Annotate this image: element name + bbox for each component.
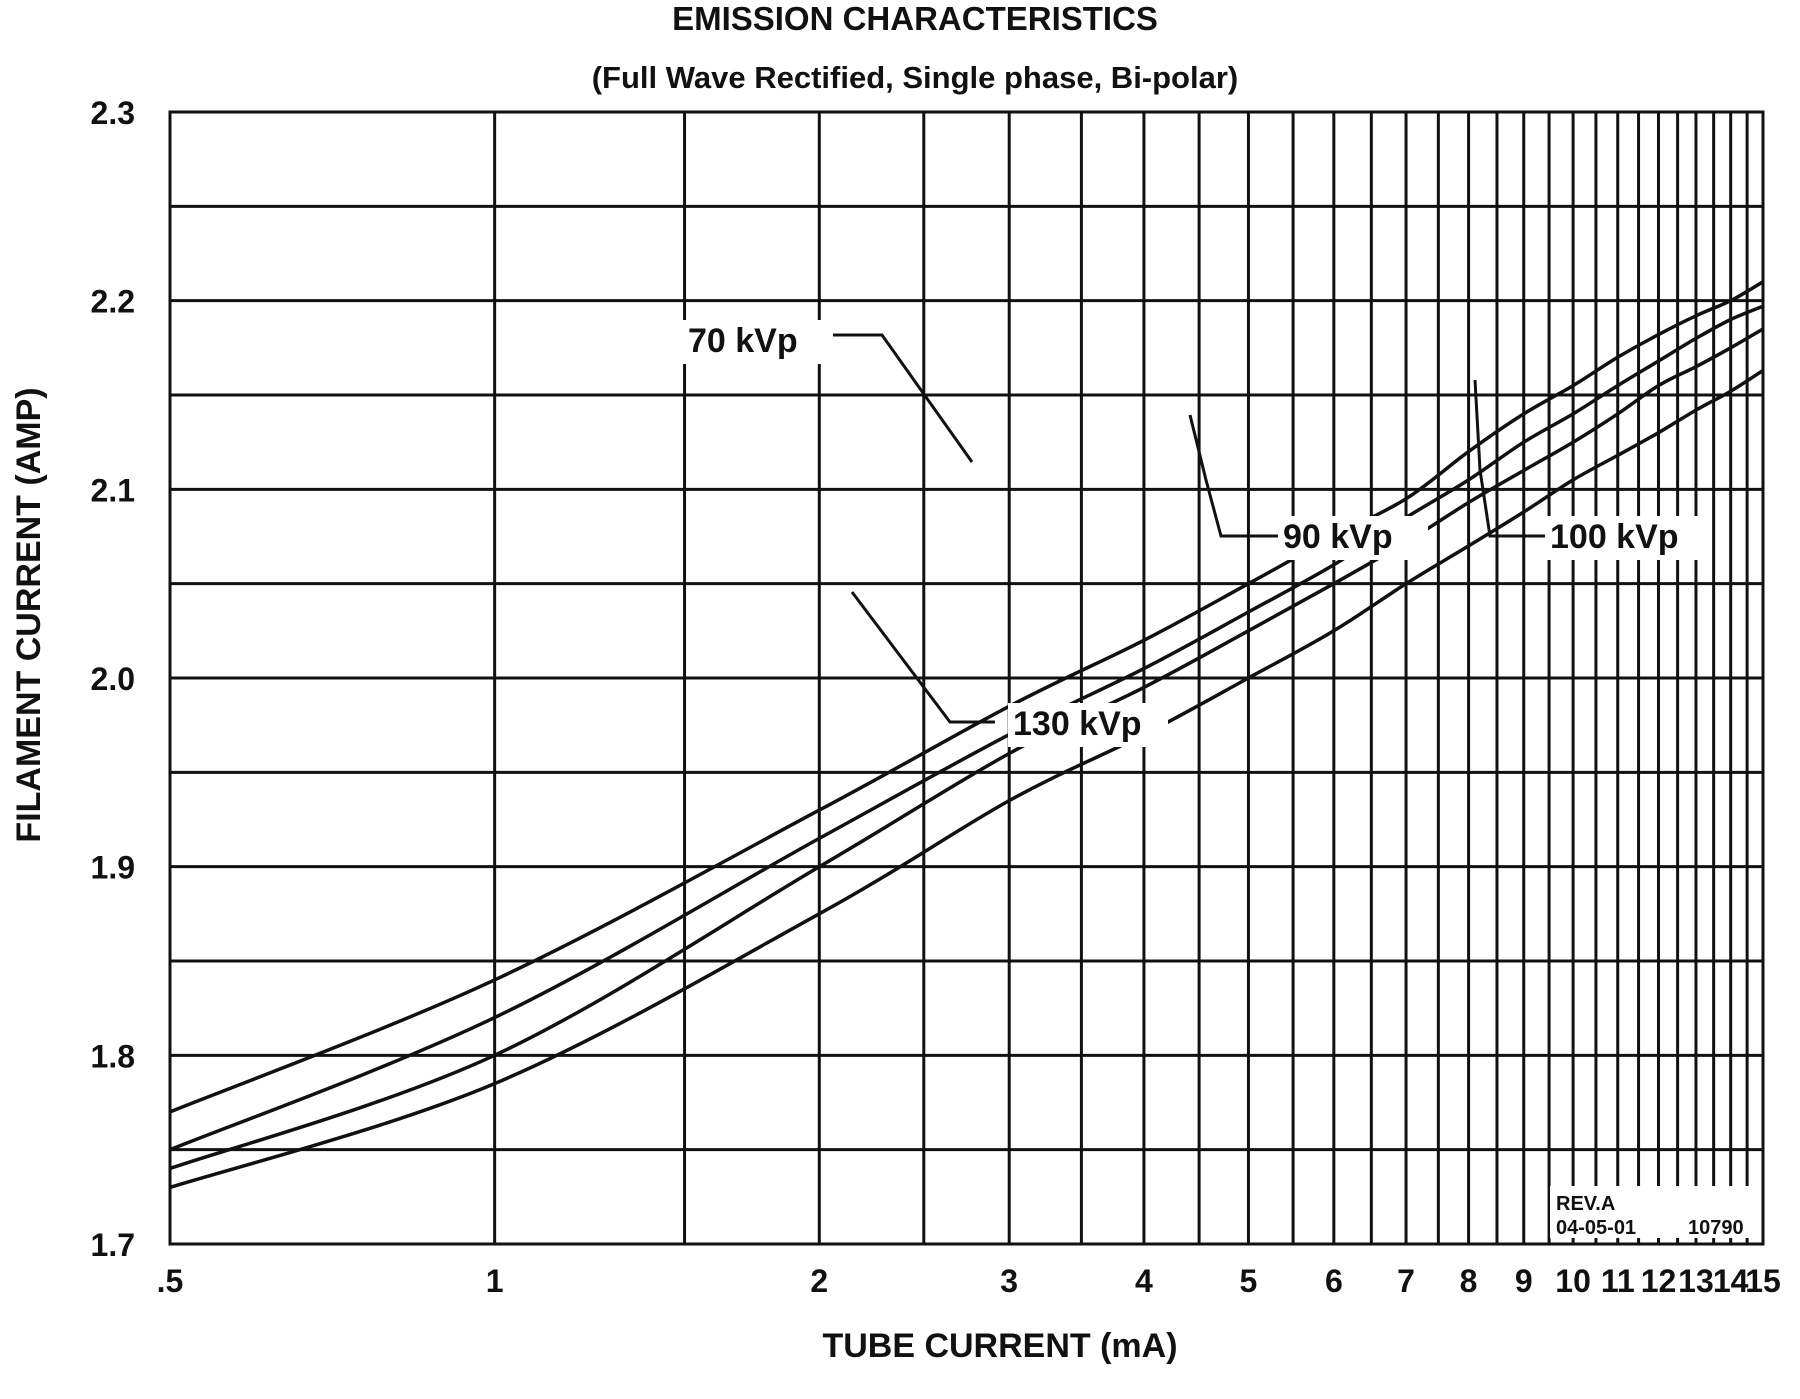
x-tick-label: 6 [1325, 1263, 1343, 1299]
x-tick-label: 14 [1713, 1263, 1749, 1299]
x-tick-label: 15 [1745, 1263, 1781, 1299]
revision-block-bg [1550, 1186, 1758, 1238]
y-tick-label: 1.8 [91, 1038, 135, 1074]
series-label-130kvp: 130 kVp [1013, 705, 1142, 743]
x-tick-label: 1 [486, 1263, 504, 1299]
x-tick-label: .5 [157, 1263, 184, 1299]
x-tick-label: 10 [1555, 1263, 1591, 1299]
x-tick-label: 13 [1678, 1263, 1714, 1299]
x-tick-label: 4 [1135, 1263, 1153, 1299]
y-tick-label: 2.2 [91, 284, 135, 320]
y-tick-label: 1.9 [91, 850, 135, 886]
leader-line-70kvp [830, 333, 974, 463]
revision-date: 04-05-01 [1556, 1217, 1636, 1239]
tick-labels: .5 1 2 3 4 5 6 7 8 9 10 11 12 13 14151.71.81.92.02.12.… [91, 95, 1781, 1299]
leader-line-100kvp [1473, 379, 1545, 538]
y-tick-label: 2.0 [91, 661, 135, 697]
chart-title: EMISSION CHARACTERISTICS [672, 0, 1158, 37]
x-tick-label: 12 [1641, 1263, 1677, 1299]
y-tick-label: 2.1 [91, 472, 135, 508]
x-tick-label: 8 [1460, 1263, 1478, 1299]
x-tick-label: 11 [1601, 1263, 1635, 1299]
series-line-100kvp [169, 327, 1764, 1171]
y-tick-label: 1.7 [91, 1227, 135, 1263]
series-line-90kvp [169, 304, 1764, 1152]
series-leader-lines [683, 320, 1705, 747]
x-tick-label: 3 [1000, 1263, 1018, 1299]
plot-frame [168, 110, 1765, 1246]
x-tick-label: 7 [1397, 1263, 1415, 1299]
x-tick-label: 2 [810, 1263, 828, 1299]
x-axis-label: TUBE CURRENT (mA) [822, 1327, 1177, 1365]
series-label-100kvp: 100 kVp [1550, 518, 1679, 556]
series-label-background [683, 320, 833, 364]
x-tick-label: 5 [1240, 1263, 1258, 1299]
x-tick-label: 9 [1515, 1263, 1533, 1299]
chart-subtitle: (Full Wave Rectified, Single phase, Bi-p… [592, 60, 1239, 95]
series-label-background [1545, 516, 1705, 560]
y-axis-label: FILAMENT CURRENT (AMP) [10, 387, 48, 842]
revision-number: 10790 [1688, 1217, 1744, 1239]
series-label-background [1278, 516, 1428, 560]
series-label-70kvp: 70 kVp [688, 322, 798, 360]
grid [170, 112, 1763, 1244]
y-tick-label: 2.3 [91, 95, 135, 131]
leader-line-90kvp [1188, 414, 1278, 538]
revision-label: REV.A [1556, 1193, 1615, 1215]
series-label-90kvp: 90 kVp [1283, 518, 1393, 556]
leader-line-130kvp [850, 591, 995, 724]
series-label-background [1008, 703, 1168, 747]
series-line-130kvp [169, 369, 1764, 1190]
